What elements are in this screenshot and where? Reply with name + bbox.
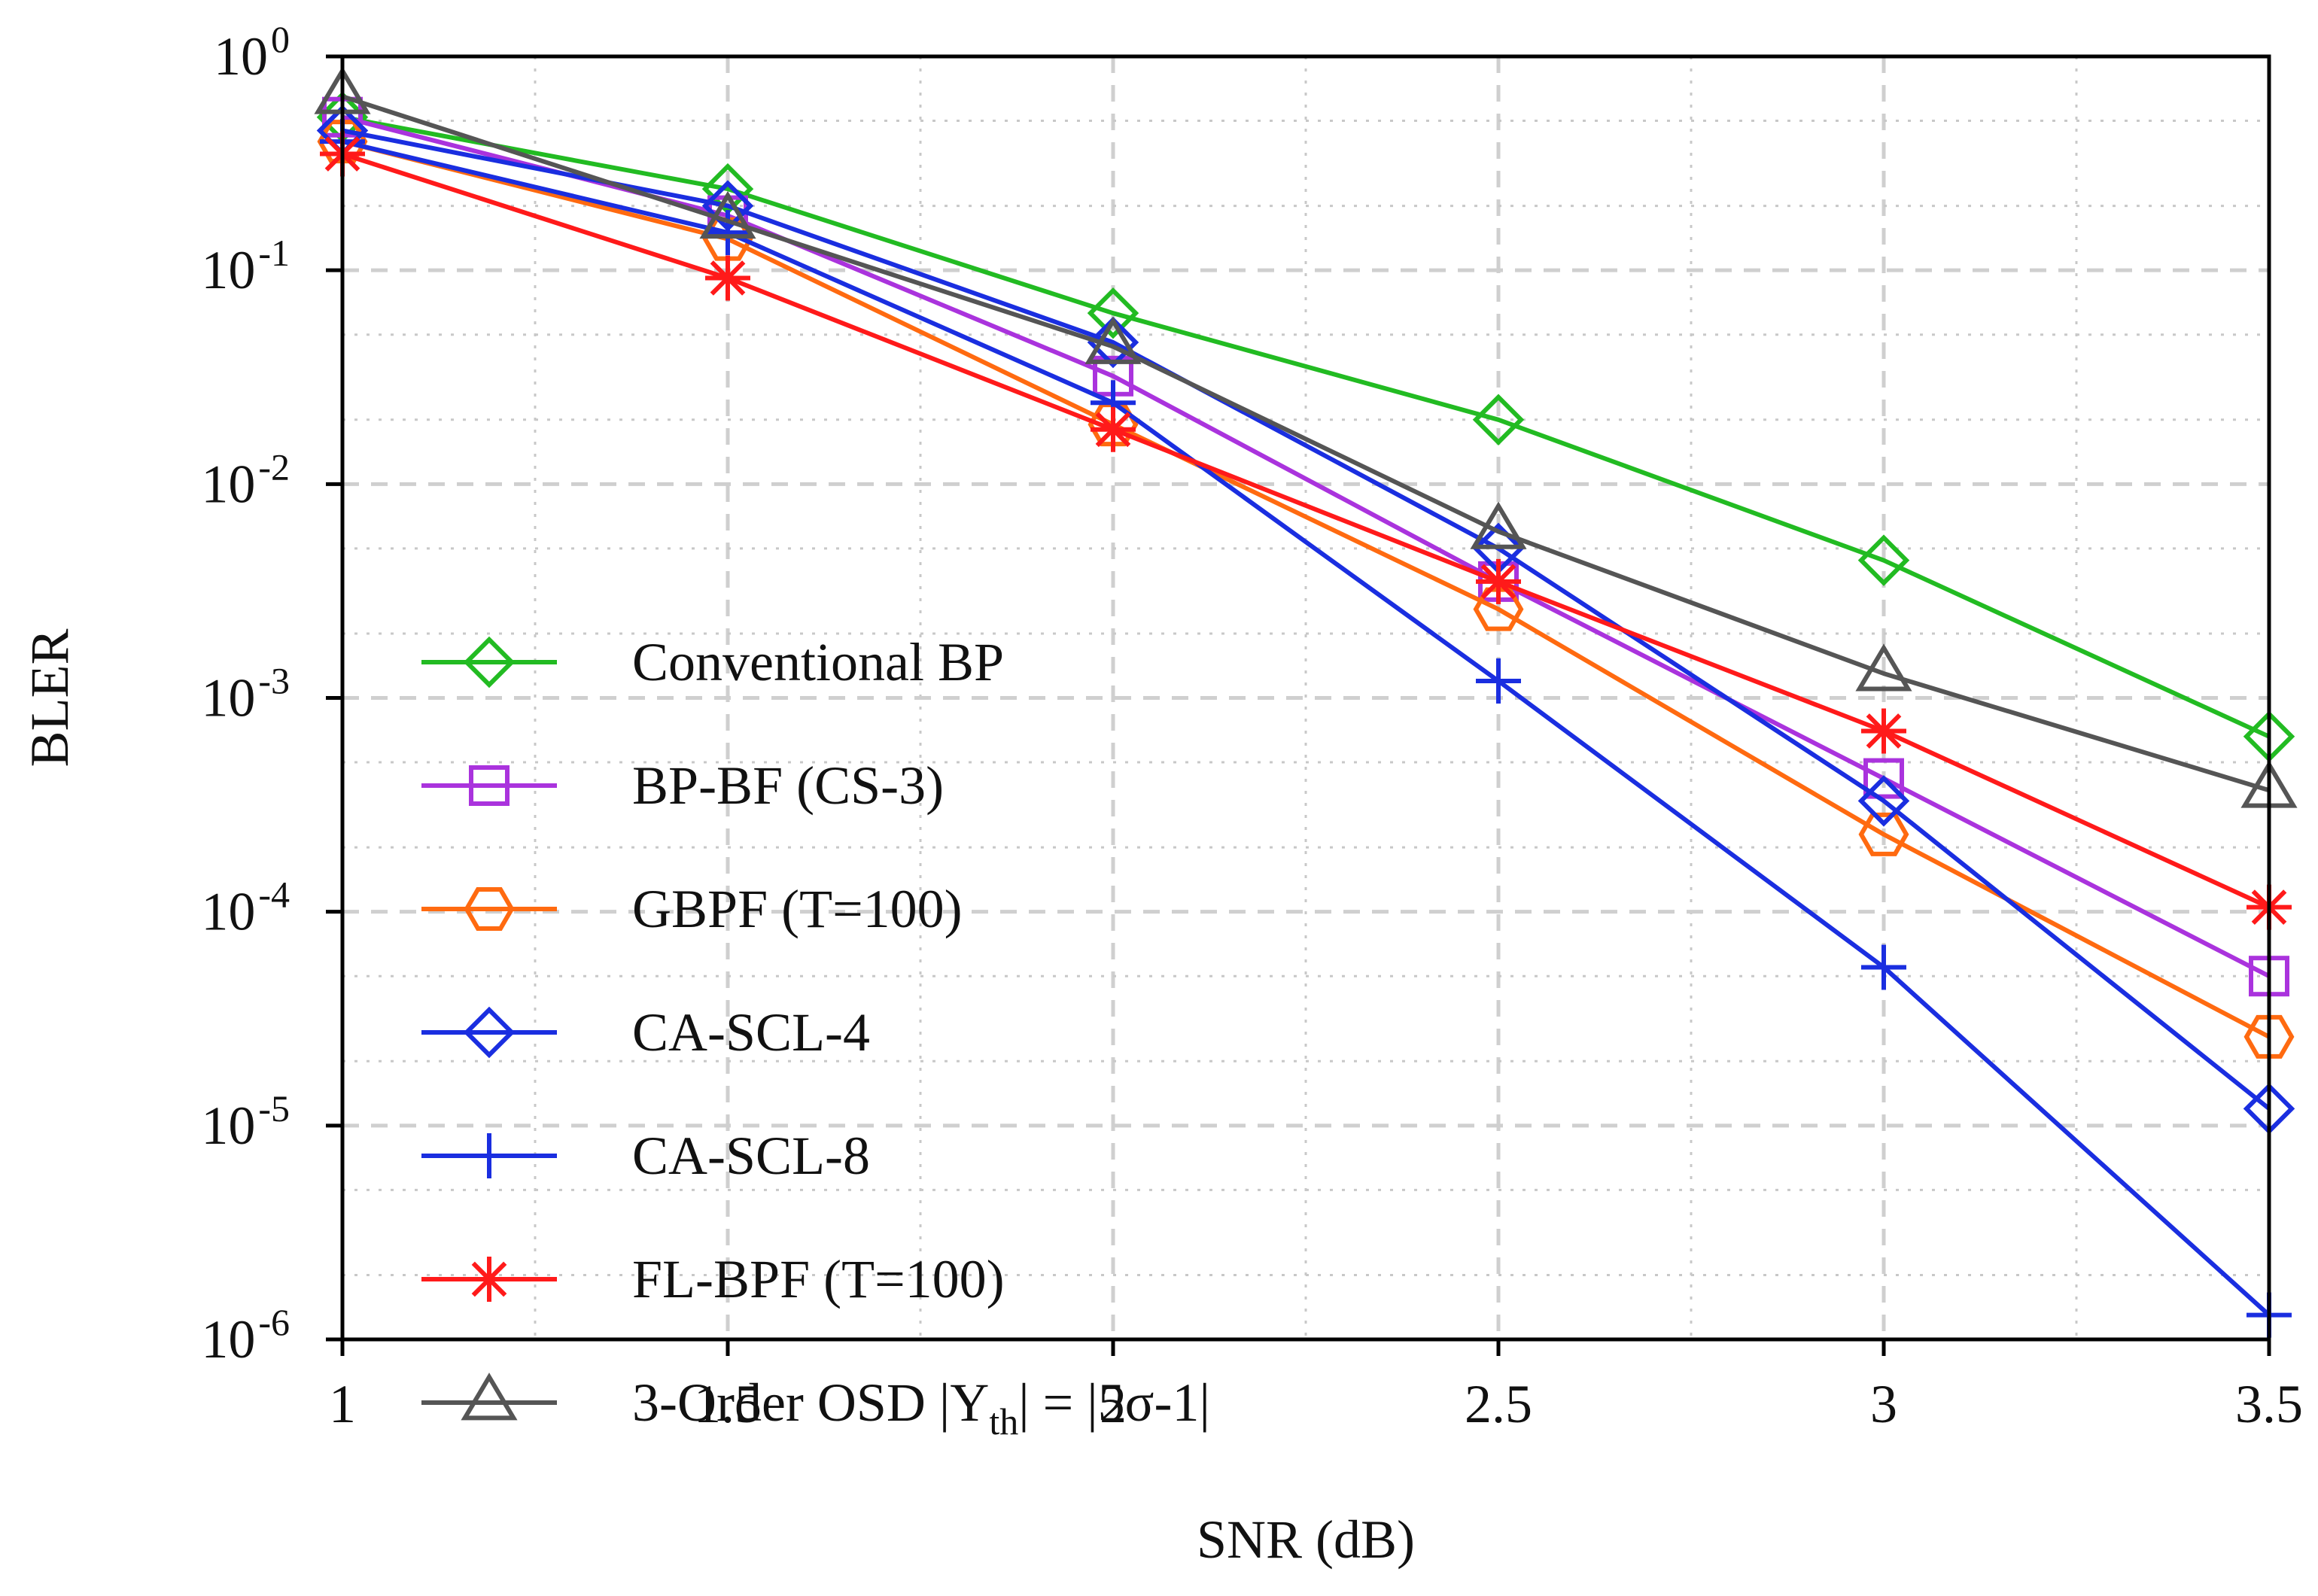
legend-label-tail: | = |5σ-1|	[1018, 1373, 1210, 1433]
data-point	[1472, 394, 1525, 446]
series-line	[342, 128, 2271, 1111]
data-point	[699, 190, 756, 239]
legend-swatch-marker	[463, 636, 516, 689]
legend: Conventional BP BP-BF (CS-3) GBPF (T=100) C…	[421, 632, 1210, 1442]
data-point	[1091, 406, 1136, 452]
y-tick-label: 10-6	[201, 1301, 290, 1370]
data-point	[2243, 1014, 2295, 1059]
y-tick-label: 10-3	[201, 660, 290, 728]
legend-swatch-marker	[467, 1133, 512, 1178]
legend-label: BP-BF (CS-3)	[632, 755, 944, 816]
legend-swatch-marker	[463, 1006, 516, 1059]
y-tick-exponent: -5	[258, 1087, 290, 1129]
y-tick-exponent: 0	[271, 18, 290, 60]
legend-entry: BP-BF (CS-3)	[421, 755, 944, 816]
x-tick-label: 3.5	[2235, 1374, 2303, 1434]
legend-label: Conventional BP	[632, 632, 1004, 692]
legend-swatch-marker	[464, 887, 515, 931]
legend-label: CA-SCL-8	[632, 1126, 870, 1186]
data-point	[705, 255, 750, 301]
y-tick-label: 10-5	[201, 1087, 290, 1156]
data-point	[1084, 316, 1142, 364]
legend-swatch-marker	[461, 1373, 518, 1421]
legend-label-main: BP-BF (CS-3)	[632, 755, 944, 816]
marker-stroke	[471, 1261, 507, 1297]
y-tick-label: 10-2	[201, 445, 290, 514]
x-tick-label: 1	[329, 1374, 356, 1434]
data-point	[1861, 708, 1906, 754]
series-layer	[314, 66, 2298, 1338]
data-point	[1863, 758, 1904, 799]
x-axis-title: SNR (dB)	[1197, 1509, 1415, 1570]
marker-stroke	[1866, 713, 1902, 749]
legend-label-main: CA-SCL-4	[632, 1002, 870, 1062]
y-tick-exponent: -1	[258, 232, 290, 274]
legend-label-main: 3-Order OSD |Y	[632, 1373, 989, 1433]
series-4	[320, 119, 2292, 1338]
y-tick-exponent: -4	[258, 874, 290, 916]
data-point	[705, 210, 750, 256]
y-tick-label: 100	[214, 18, 290, 87]
legend-entry: FL-BPF (T=100)	[421, 1249, 1005, 1309]
data-point	[1476, 558, 1521, 604]
grid	[342, 56, 2269, 1339]
x-tick-label: 2.5	[1465, 1374, 1532, 1434]
legend-entry: CA-SCL-8	[421, 1126, 870, 1186]
data-point	[1470, 501, 1527, 549]
axis-titles: SNR (dB) BLER	[20, 628, 1415, 1570]
legend-entry: 3-Order OSD |Yth| = |5σ-1|	[421, 1373, 1210, 1442]
data-point	[1861, 944, 1906, 990]
legend-label: GBPF (T=100)	[632, 879, 963, 939]
legend-swatch-marker	[469, 765, 510, 806]
legend-swatch-marker	[467, 1257, 512, 1302]
y-tick-exponent: -3	[258, 660, 290, 702]
series-line	[342, 94, 2270, 793]
y-tick-exponent: -2	[258, 445, 290, 488]
marker-stroke	[710, 260, 746, 296]
marker-stroke	[1480, 564, 1516, 600]
data-point	[1476, 658, 1521, 704]
series-line	[342, 139, 2271, 1039]
y-tick-exponent: -6	[258, 1301, 290, 1343]
ticks: 1 1.5 2 2.5 3 3.5 100 10-1 10-2 10-3 10-4 10-5 10-6	[201, 18, 2303, 1434]
x-tick-label: 1.5	[694, 1374, 762, 1434]
legend-label-sub: th	[989, 1400, 1018, 1442]
legend-label-main: FL-BPF (T=100)	[632, 1249, 1005, 1309]
series-6	[314, 66, 2298, 808]
y-tick-label: 10-1	[201, 232, 290, 300]
series-line	[342, 139, 2271, 1317]
data-point	[1855, 643, 1912, 692]
legend-entry: Conventional BP	[421, 632, 1004, 692]
legend-entry: GBPF (T=100)	[421, 879, 963, 939]
data-point	[1087, 316, 1139, 369]
data-point	[1857, 534, 1910, 586]
legend-label: CA-SCL-4	[632, 1002, 870, 1062]
data-point	[1473, 587, 1524, 631]
y-axis-title: BLER	[20, 628, 80, 767]
series-line	[342, 114, 2271, 739]
legend-label: 3-Order OSD |Yth| = |5σ-1|	[632, 1373, 1210, 1442]
series-line	[342, 151, 2271, 910]
data-point	[1087, 287, 1139, 339]
legend-label: FL-BPF (T=100)	[632, 1249, 1005, 1309]
legend-label-main: Conventional BP	[632, 632, 1004, 692]
data-point	[1857, 775, 1910, 827]
legend-label-main: GBPF (T=100)	[632, 879, 963, 939]
x-tick-label: 2	[1100, 1374, 1127, 1434]
legend-entry: CA-SCL-4	[421, 1002, 870, 1062]
legend-label-main: CA-SCL-8	[632, 1126, 870, 1186]
marker-stroke	[1095, 412, 1131, 448]
series-1	[322, 96, 2289, 997]
y-tick-label: 10-4	[201, 874, 290, 942]
x-tick-label: 3	[1870, 1374, 1897, 1434]
